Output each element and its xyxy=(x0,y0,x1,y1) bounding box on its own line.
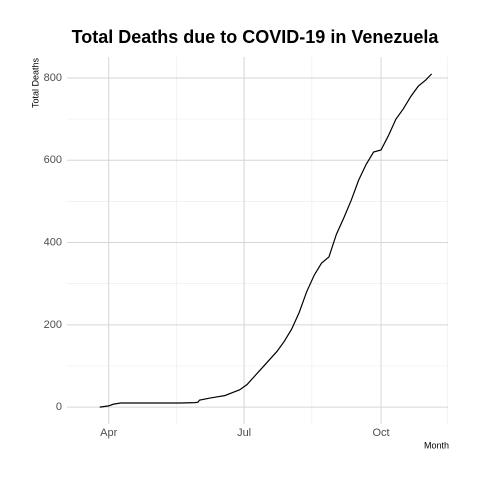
y-tick-label: 0 xyxy=(56,401,62,413)
y-tick-label: 200 xyxy=(44,319,62,331)
x-tick-label: Oct xyxy=(372,427,389,439)
x-axis-label: Month xyxy=(424,440,449,450)
y-axis-label: Total Deaths xyxy=(30,58,40,109)
marks xyxy=(99,73,433,408)
x-tick-label: Jul xyxy=(237,427,251,439)
y-tick-label: 400 xyxy=(44,236,62,248)
chart-title: Total Deaths due to COVID-19 in Venezuel… xyxy=(72,27,440,47)
data-line xyxy=(99,73,433,408)
grid xyxy=(67,57,448,424)
y-tick-label: 800 xyxy=(44,72,62,84)
x-tick-label: Apr xyxy=(100,427,117,439)
y-tick-label: 600 xyxy=(44,154,62,166)
